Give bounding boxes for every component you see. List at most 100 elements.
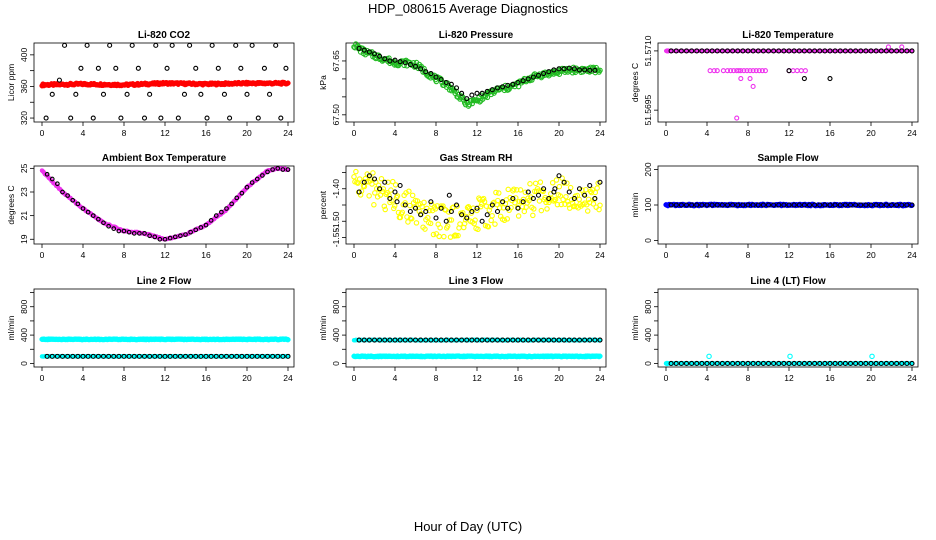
data-point: [131, 231, 137, 236]
data-point: [689, 202, 695, 208]
x-tick-label: 8: [122, 373, 127, 383]
x-tick-label: 24: [907, 128, 917, 138]
data-point: [863, 202, 869, 208]
data-point: [494, 85, 501, 91]
data-point: [55, 181, 60, 187]
data-point: [853, 48, 859, 54]
data-point: [741, 68, 747, 74]
x-tick-label: 16: [513, 373, 523, 383]
data-point: [673, 202, 679, 208]
data-point: [530, 195, 536, 202]
data-point: [842, 202, 848, 208]
data-point: [445, 209, 452, 215]
data-point: [858, 48, 864, 54]
data-point: [771, 48, 777, 54]
data-point: [198, 225, 204, 230]
data-point: [868, 202, 874, 208]
data-point: [740, 48, 746, 54]
data-point: [515, 213, 522, 219]
series-hourly-points: [668, 48, 915, 82]
data-point: [786, 202, 792, 208]
data-point: [756, 68, 762, 74]
data-point: [740, 202, 746, 208]
data-point: [719, 48, 725, 54]
y-tick-label: 800: [19, 299, 29, 313]
data-point: [425, 214, 431, 221]
data-point: [878, 202, 884, 208]
x-tick-label: 0: [664, 373, 669, 383]
data-point: [493, 189, 499, 196]
y-tick-label: 320: [19, 111, 29, 125]
data-point: [484, 88, 490, 95]
data-point: [589, 187, 596, 193]
data-point: [448, 81, 454, 87]
data-point: [759, 68, 765, 74]
series-minute-averages: [351, 168, 603, 240]
data-point: [704, 48, 710, 54]
x-tick-label: 16: [825, 128, 835, 138]
x-tick-label: 4: [81, 373, 86, 383]
data-point: [275, 166, 281, 171]
x-tick-label: 4: [81, 250, 86, 260]
y-tick-label: 400: [19, 47, 29, 61]
data-point: [428, 70, 434, 77]
data-point: [505, 82, 511, 88]
data-point: [719, 202, 725, 208]
y-axis-label: ml/min: [630, 192, 640, 217]
series-hourly-points: [668, 202, 915, 208]
data-point: [62, 42, 68, 48]
data-point: [188, 229, 193, 235]
data-point: [735, 48, 741, 54]
data-point: [261, 65, 267, 71]
y-tick-label: 200: [643, 162, 653, 176]
x-tick-label: 12: [784, 373, 794, 383]
x-tick-label: 8: [434, 128, 439, 138]
data-point: [224, 206, 229, 211]
data-point: [489, 87, 495, 93]
data-point: [522, 189, 529, 196]
data-point: [709, 202, 715, 208]
y-tick-label: 400: [19, 328, 29, 342]
x-tick-label: 16: [513, 128, 523, 138]
data-point: [204, 115, 210, 121]
y-tick-label: 0: [19, 361, 29, 366]
data-point: [378, 175, 385, 182]
data-point: [711, 68, 717, 74]
data-point: [531, 206, 537, 212]
data-point: [157, 236, 163, 242]
data-point: [520, 199, 526, 205]
data-point: [730, 48, 736, 54]
data-point: [388, 187, 394, 193]
data-point: [366, 173, 372, 179]
x-tick-label: 24: [907, 373, 917, 383]
y-axis-label: Licor ppm: [6, 64, 16, 101]
x-tick-label: 4: [705, 128, 710, 138]
data-point: [489, 202, 495, 208]
data-point: [167, 235, 173, 241]
figure-title: HDP_080615 Average Diagnostics: [368, 1, 568, 16]
data-point: [552, 186, 558, 192]
data-point: [255, 115, 261, 121]
x-tick-label: 4: [705, 373, 710, 383]
data-point: [560, 196, 566, 203]
data-point: [817, 48, 823, 54]
data-point: [747, 76, 753, 82]
y-tick-label: 100: [643, 198, 653, 212]
data-point: [847, 202, 854, 208]
data-point: [888, 48, 895, 54]
data-point: [597, 353, 603, 359]
data-point: [734, 115, 740, 121]
y-tick-label: 25: [19, 163, 29, 173]
data-point: [486, 207, 493, 213]
data-point: [209, 42, 215, 48]
x-tick-label: 24: [595, 250, 605, 260]
data-point: [776, 48, 782, 54]
data-point: [762, 68, 768, 74]
data-point: [162, 236, 168, 242]
data-point: [280, 167, 286, 172]
data-point: [418, 66, 424, 72]
data-point: [532, 180, 539, 187]
data-point: [597, 179, 603, 185]
data-point: [868, 48, 874, 54]
data-point: [407, 61, 413, 68]
